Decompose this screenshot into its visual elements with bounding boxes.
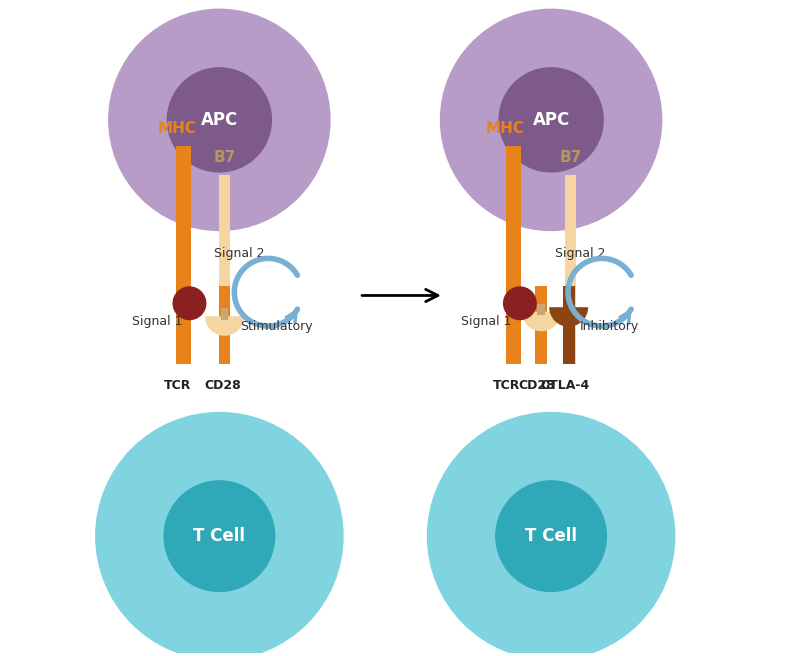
Text: B7: B7 — [213, 150, 236, 165]
Text: Stimulatory: Stimulatory — [240, 320, 313, 333]
Text: APC: APC — [200, 111, 237, 129]
Text: CD28: CD28 — [518, 379, 554, 392]
Text: APC: APC — [532, 111, 569, 129]
Circle shape — [173, 287, 205, 319]
Text: MHC: MHC — [485, 121, 525, 136]
Circle shape — [108, 9, 330, 230]
Circle shape — [164, 481, 274, 592]
Wedge shape — [521, 312, 560, 331]
FancyBboxPatch shape — [176, 146, 191, 364]
Text: Signal 1: Signal 1 — [132, 315, 182, 328]
Text: CTLA-4: CTLA-4 — [540, 379, 589, 392]
Text: TCR: TCR — [492, 379, 520, 392]
Circle shape — [440, 9, 661, 230]
FancyBboxPatch shape — [564, 299, 572, 310]
Circle shape — [95, 413, 342, 656]
Circle shape — [427, 413, 674, 656]
Text: TCR: TCR — [163, 379, 191, 392]
FancyBboxPatch shape — [507, 286, 519, 364]
Text: Inhibitory: Inhibitory — [579, 320, 638, 333]
Circle shape — [495, 481, 606, 592]
FancyBboxPatch shape — [562, 286, 573, 364]
Text: B7: B7 — [559, 150, 581, 165]
Wedge shape — [205, 316, 244, 336]
FancyBboxPatch shape — [564, 175, 576, 364]
FancyBboxPatch shape — [537, 304, 545, 315]
Text: T Cell: T Cell — [193, 527, 245, 545]
Circle shape — [167, 68, 271, 172]
Circle shape — [503, 287, 536, 319]
FancyBboxPatch shape — [218, 175, 230, 364]
Text: Signal 1: Signal 1 — [461, 315, 511, 328]
Text: Signal 2: Signal 2 — [554, 247, 605, 260]
Text: MHC: MHC — [157, 121, 196, 136]
FancyBboxPatch shape — [505, 146, 520, 364]
Circle shape — [499, 68, 602, 172]
FancyBboxPatch shape — [177, 286, 189, 364]
FancyBboxPatch shape — [535, 286, 546, 364]
FancyBboxPatch shape — [218, 286, 230, 364]
Text: T Cell: T Cell — [525, 527, 577, 545]
Text: CD28: CD28 — [204, 379, 241, 392]
FancyBboxPatch shape — [221, 308, 229, 319]
Wedge shape — [549, 307, 587, 327]
Text: Signal 2: Signal 2 — [213, 247, 264, 260]
